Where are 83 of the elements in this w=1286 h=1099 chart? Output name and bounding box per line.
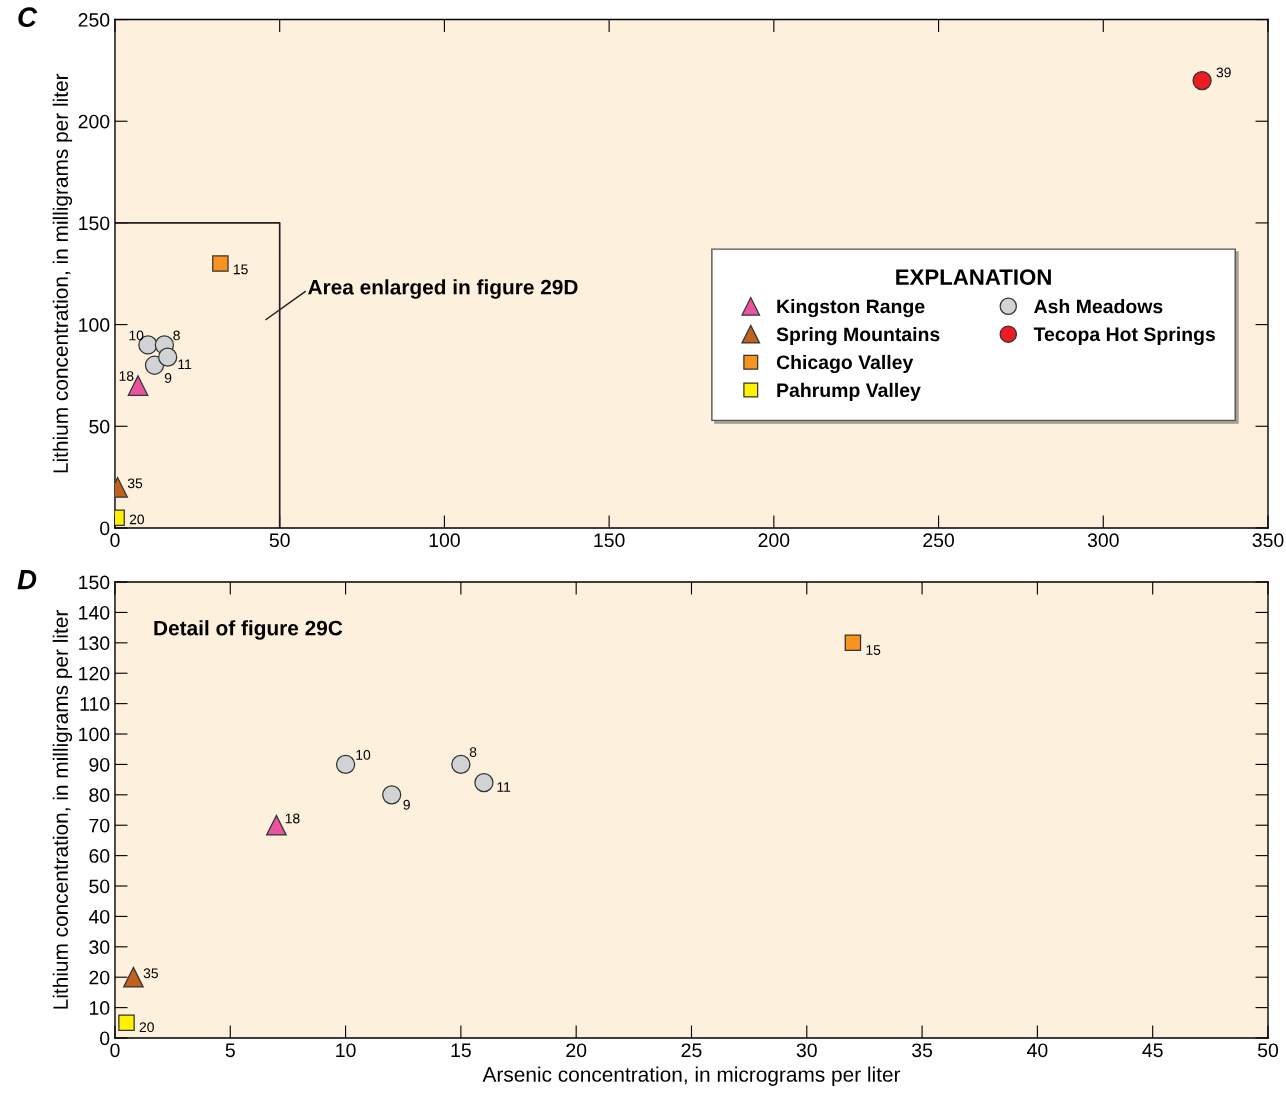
y-tick-label: 90 [89,757,110,772]
point [266,814,287,836]
y-tick-label: 200 [78,114,110,129]
annotation: 8 [173,330,180,341]
x-axis-title: Arsenic concentration, in micrograms per liter [482,1066,901,1086]
y-tick-label: 150 [79,216,110,231]
x-tick-label: 50 [1257,1043,1279,1058]
point [212,255,229,272]
legend-label: Ash Meadows [1034,299,1163,314]
y-tick-label: 120 [79,666,110,681]
y-axis-title: Lithium concentration, in milligrams per liter [52,73,73,473]
annotation: 35 [143,968,159,979]
annotation: 10 [129,330,144,341]
y-tick-label: 140 [79,605,110,620]
legend-title: EXPLANATION [896,269,1051,285]
legend-label: Tecopa Hot Springs [1033,326,1215,346]
y-tick-label: 110 [80,697,110,711]
legend-label: Spring Mountains [776,326,940,346]
chart-title: D [17,570,37,590]
x-tick-label: 45 [1142,1043,1163,1058]
annotation: 15 [233,264,248,275]
annotation: 20 [129,514,145,525]
x-tick-label: 20 [566,1043,587,1058]
x-tick-label: 100 [429,533,460,548]
legend-label: Kingston Range [777,299,925,318]
x-tick-label: 15 [451,1043,471,1058]
annotation: 20 [139,1022,154,1033]
x-tick-label: 40 [1027,1043,1048,1058]
point [451,754,471,775]
annotation: 35 [127,478,143,489]
annotation: 8 [469,747,477,758]
x-tick-label: 300 [1087,533,1119,548]
x-tick-label: 250 [923,533,955,548]
x-tick-label: 0 [110,533,120,548]
x-tick-label: 200 [758,533,790,548]
y-tick-label: 0 [100,1031,110,1046]
legend-label: Pahrump Valley [777,382,921,401]
annotation: Area enlarged in figure 29D [308,279,578,299]
y-tick-label: 60 [89,849,110,863]
x-tick-label: 5 [225,1043,235,1058]
y-tick-label: 150 [79,575,110,590]
annotation: 9 [164,373,172,383]
annotation: 18 [285,813,300,824]
x-tick-label: 10 [336,1043,356,1058]
annotation: 11 [178,359,192,370]
annotation: Detail of figure 29C [154,620,343,640]
annotation: 18 [119,371,134,381]
x-tick-label: 25 [681,1043,702,1058]
y-tick-label: 100 [79,727,110,742]
y-tick-label: 50 [89,879,110,894]
y-axis-title: Lithium concentration, in milligrams per liter [52,610,73,1009]
point [123,966,144,988]
point [158,347,178,367]
y-tick-label: 130 [79,636,110,651]
point [474,773,494,793]
legend-label: Chicago Valley [776,354,914,374]
y-tick-label: 10 [89,1001,110,1015]
y-tick-label: 0 [100,521,110,536]
y-tick-label: 30 [89,940,110,955]
point [118,1014,135,1032]
y-tick-label: 70 [89,818,110,833]
y-tick-label: 20 [89,970,110,985]
y-tick-label: 50 [89,419,110,434]
y-tick-label: 80 [89,788,110,803]
x-tick-label: 0 [110,1043,120,1058]
x-tick-label: 150 [594,533,625,548]
x-tick-label: 350 [1252,533,1284,548]
annotation: 9 [403,799,410,810]
annotation: 39 [1216,67,1231,78]
y-tick-label: 250 [78,13,110,27]
annotation: 11 [497,782,511,792]
y-tick-label: 40 [88,909,110,924]
point [382,785,402,805]
x-tick-label: 30 [796,1043,817,1058]
annotation: 15 [866,645,881,655]
chart-title: C [18,7,38,28]
point [844,634,862,652]
y-tick-label: 100 [79,318,110,332]
x-tick-label: 35 [912,1043,933,1058]
annotation: 10 [356,749,371,760]
point [1192,70,1212,91]
point [335,754,356,775]
x-tick-label: 50 [269,533,290,548]
